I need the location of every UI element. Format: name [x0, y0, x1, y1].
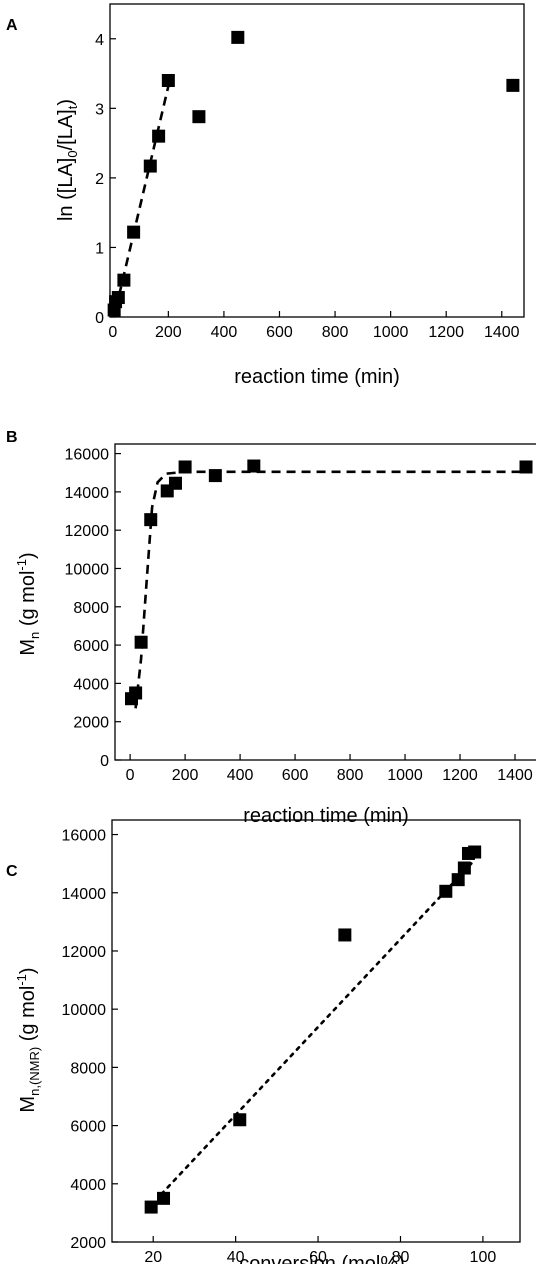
x-tick-label: 800 [322, 324, 349, 341]
x-tick-label: 1200 [428, 324, 464, 341]
panel-b-label: B [6, 429, 18, 446]
panel-b-points [124, 459, 533, 706]
panel-a-points [107, 30, 520, 317]
data-point [468, 845, 482, 859]
data-point [457, 861, 471, 875]
data-point [143, 159, 157, 173]
x-tick-label: 0 [108, 324, 117, 341]
panel-c-label: C [6, 863, 18, 880]
x-tick-label: 1200 [442, 767, 478, 784]
data-point [192, 110, 206, 124]
data-point [519, 460, 533, 474]
data-point [111, 291, 125, 305]
x-tick-label: 600 [266, 324, 293, 341]
panel-b-x-axis-title: reaction time (min) [243, 805, 409, 827]
panel-c-ticks: 20 40 60 80 100 2000 4000 6000 8000 10000 12000 140… [62, 828, 497, 1264]
panel-b-y-axis-title: Mn (g mol-1) [14, 552, 42, 655]
data-point [161, 74, 175, 88]
y-tick-label: 12000 [62, 944, 107, 961]
y-tick-label: 10000 [62, 1002, 107, 1019]
panel-c-x-axis-title: conversion (mol%) [239, 1253, 405, 1264]
fit-line [114, 80, 171, 311]
x-tick-label: 20 [144, 1249, 162, 1264]
y-tick-label: 4 [95, 32, 104, 49]
panel-a: A 0 200 400 600 800 1000 1200 1400 0 1 2 3 4 reactio… [6, 3, 525, 388]
panel-c-fit [160, 860, 474, 1196]
y-tick-label: 8000 [70, 1060, 106, 1077]
data-point [451, 873, 465, 887]
panel-a-x-axis-title: reaction time (min) [234, 366, 400, 388]
panel-a-label: A [6, 17, 18, 34]
panel-a-plot-frame [109, 3, 525, 318]
data-point [157, 1191, 171, 1205]
x-tick-label: 1400 [497, 767, 533, 784]
x-tick-label: 200 [172, 767, 199, 784]
y-tick-label: 3 [95, 101, 104, 118]
panel-b: B 0 200 400 600 800 1000 1200 14000200040006000… [6, 429, 536, 827]
y-tick-label: 0 [95, 310, 104, 327]
panel-b-plot-frame [114, 443, 536, 761]
panel-a-ticks: 0 200 400 600 800 1000 1200 1400 0 1 2 3 4 [95, 32, 520, 341]
y-tick-label: 14000 [62, 886, 107, 903]
data-point [233, 1113, 247, 1127]
x-tick-label: 200 [155, 324, 182, 341]
x-tick-label: 400 [227, 767, 254, 784]
panel-b-fit [134, 470, 526, 709]
y-tick-label: 4000 [73, 676, 109, 693]
x-tick-label: 40 [227, 1249, 245, 1264]
x-tick-label: 600 [282, 767, 309, 784]
x-tick-label: 0 [126, 767, 135, 784]
y-tick-label: 2 [95, 171, 104, 188]
panel-c-plot-frame [111, 819, 521, 1243]
data-point [144, 513, 158, 527]
data-point [168, 476, 182, 490]
panel-b-ticks: 0 200 400 600 800 1000 1200 1400020004000600080… [65, 447, 533, 784]
y-tick-label: 4000 [70, 1177, 106, 1194]
data-point [439, 884, 453, 898]
data-point [127, 225, 141, 239]
x-tick-label: 80 [392, 1249, 410, 1264]
panel-c: C 20 40 60 80 100 2000 4000 6000 8000 10000 12000 1… [6, 819, 521, 1264]
y-tick-label: 6000 [73, 638, 109, 655]
y-tick-label: 14000 [65, 485, 110, 502]
y-tick-label: 0 [100, 753, 109, 770]
x-tick-label: 100 [470, 1249, 497, 1264]
y-tick-label: 16000 [62, 828, 107, 845]
data-point [178, 460, 192, 474]
data-point [231, 30, 245, 44]
fit-line [134, 470, 526, 709]
x-tick-label: 800 [337, 767, 364, 784]
y-tick-label: 10000 [65, 561, 110, 578]
fit-line [160, 860, 474, 1196]
data-point [117, 273, 131, 287]
panel-a-y-axis-title: ln ([LA]0/[LA]t) [55, 99, 80, 221]
y-tick-label: 16000 [65, 447, 110, 464]
panel-a-fit [114, 80, 171, 311]
y-tick-label: 12000 [65, 523, 110, 540]
y-tick-label: 1 [95, 240, 104, 257]
data-point [144, 1200, 158, 1214]
data-point [247, 459, 261, 473]
data-point [134, 635, 148, 649]
data-point [208, 469, 222, 483]
panel-c-y-axis-title: Mn,(NMR) (g mol-1) [14, 967, 42, 1112]
x-tick-label: 400 [211, 324, 238, 341]
x-tick-label: 1000 [373, 324, 409, 341]
data-point [129, 686, 143, 700]
y-tick-label: 2000 [73, 715, 109, 732]
y-tick-label: 6000 [70, 1119, 106, 1136]
y-tick-label: 8000 [73, 600, 109, 617]
data-point [506, 78, 520, 92]
y-tick-label: 2000 [70, 1235, 106, 1252]
x-tick-label: 60 [309, 1249, 327, 1264]
panel-c-points [144, 845, 482, 1214]
data-point [338, 928, 352, 942]
x-tick-label: 1400 [484, 324, 520, 341]
x-tick-label: 1000 [387, 767, 423, 784]
data-point [152, 129, 166, 143]
